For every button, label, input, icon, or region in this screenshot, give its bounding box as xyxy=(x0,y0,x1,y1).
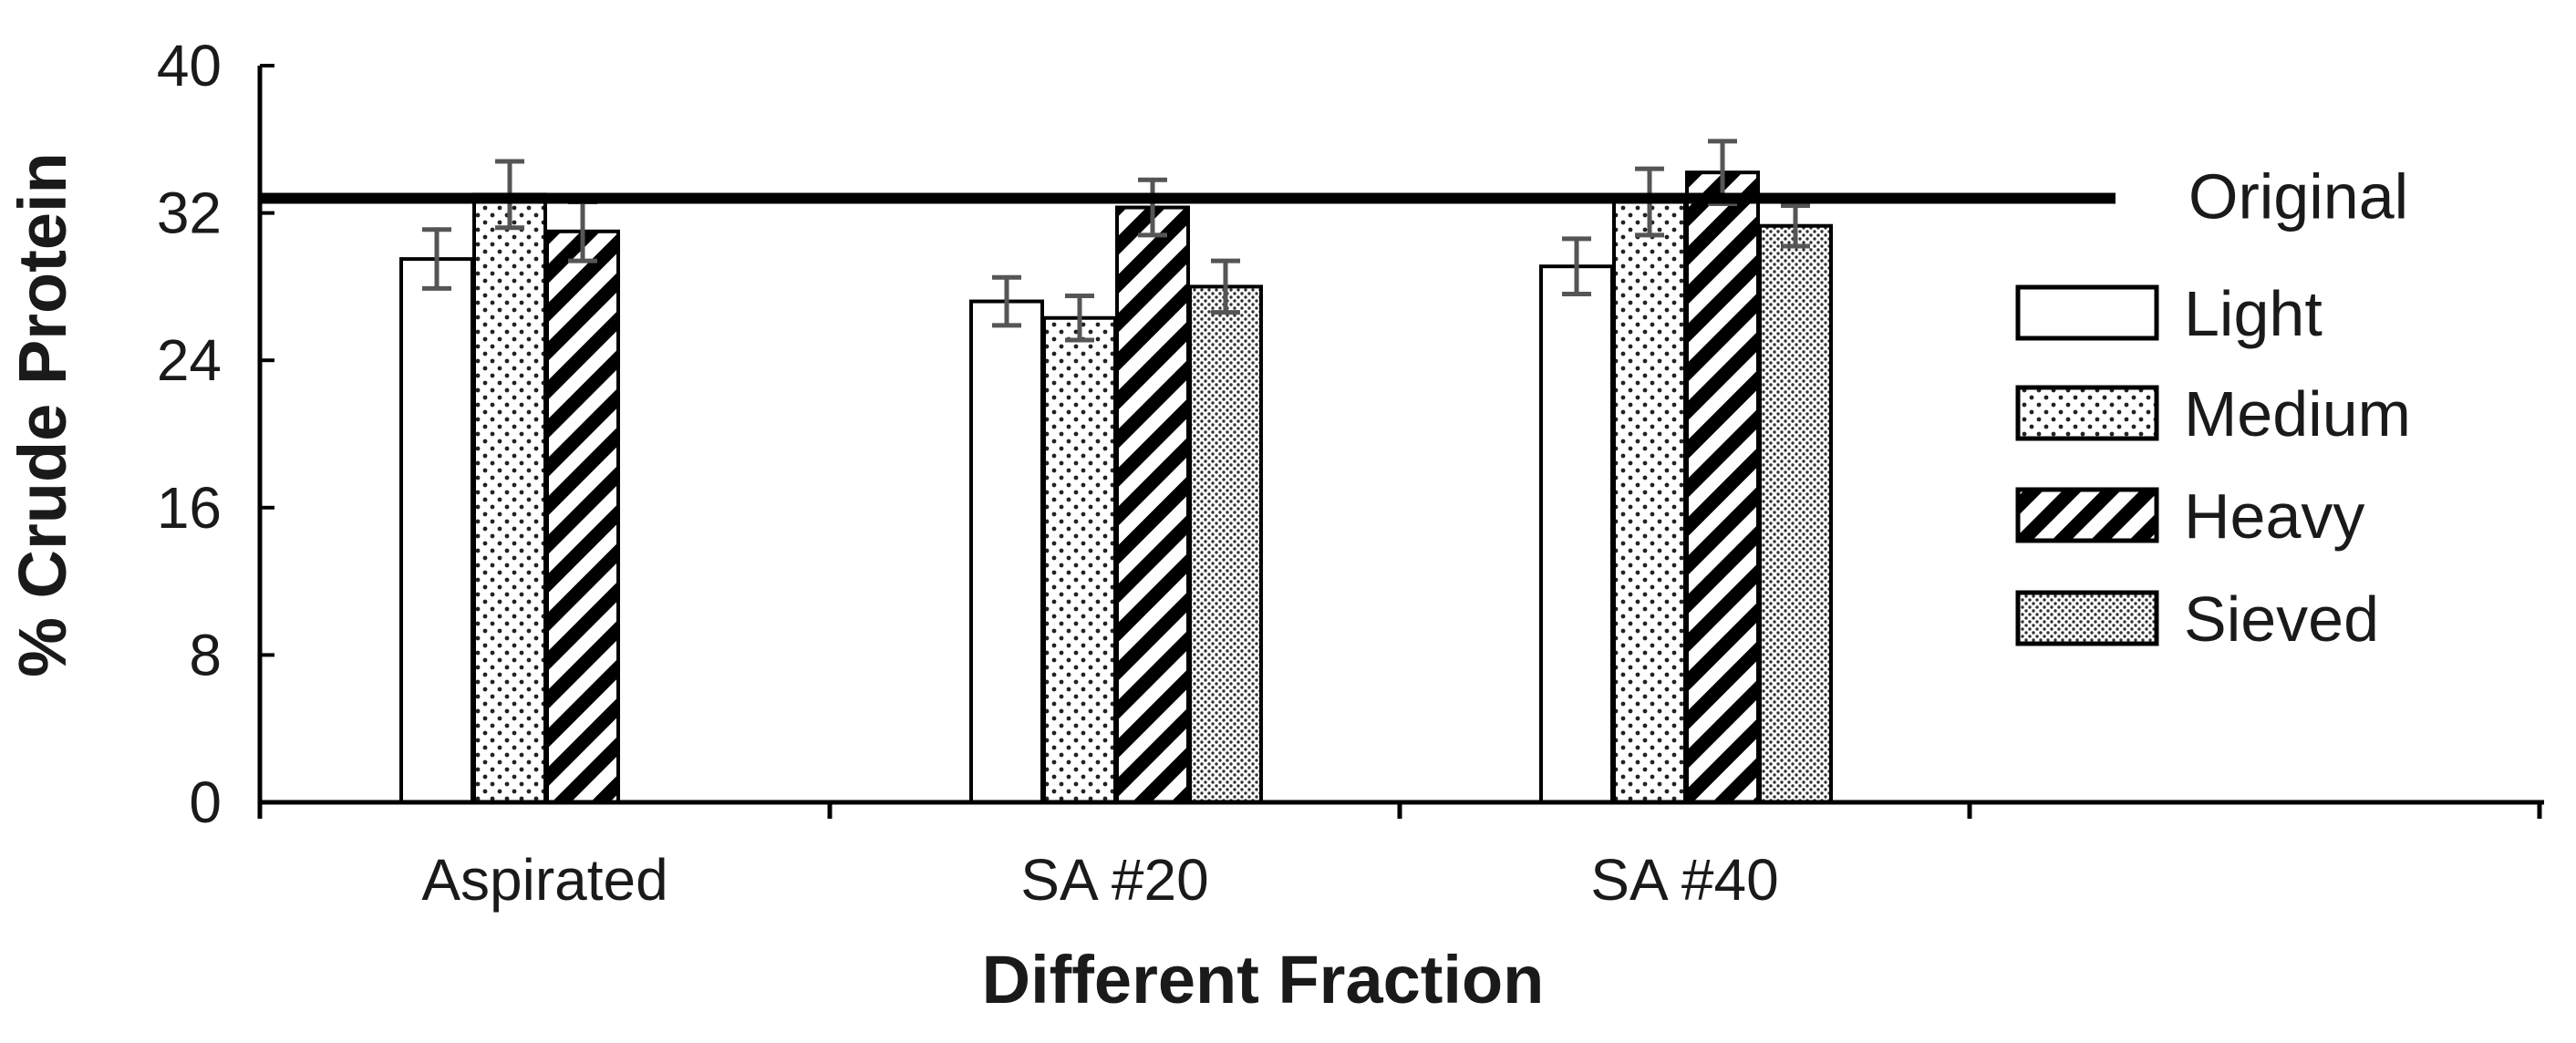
y-tick-label: 40 xyxy=(157,33,222,98)
plot-area: 0 8 16 24 32 40 Aspirated SA #20 SA #40 xyxy=(157,33,2544,913)
y-tick-label: 8 xyxy=(189,622,222,687)
y-tick-label: 32 xyxy=(157,181,222,246)
legend-label-sieved: Sieved xyxy=(2184,583,2379,655)
bar-medium xyxy=(472,192,547,804)
x-tick-label: SA #20 xyxy=(1020,847,1208,913)
x-tick-label: SA #40 xyxy=(1590,847,1778,913)
legend-swatch-light xyxy=(2015,284,2159,341)
bar-light xyxy=(399,257,474,805)
bar-light xyxy=(1539,264,1614,804)
bar-light xyxy=(969,299,1044,804)
legend-label-light: Light xyxy=(2184,278,2323,349)
bar-medium xyxy=(1612,200,1687,805)
legend-swatch-sieved xyxy=(2015,590,2159,646)
bar-heavy xyxy=(1685,170,1760,805)
legend-swatch-medium xyxy=(2015,385,2159,441)
bar-heavy xyxy=(1115,205,1190,805)
legend: Original Light Medium Heavy Sieved xyxy=(2015,160,2411,655)
legend-label-original: Original xyxy=(2188,160,2408,232)
bar-medium xyxy=(1042,315,1117,804)
y-axis-title: % Crude Protein xyxy=(5,152,80,677)
y-tick-label: 0 xyxy=(189,769,222,835)
x-axis-title: Different Fraction xyxy=(982,942,1545,1017)
bar-heavy xyxy=(545,229,620,805)
legend-swatch-heavy xyxy=(2015,487,2159,543)
legend-label-medium: Medium xyxy=(2184,378,2411,449)
x-tick-label: Aspirated xyxy=(421,847,667,913)
y-tick-label: 16 xyxy=(157,475,222,541)
y-tick-label: 24 xyxy=(157,327,222,393)
legend-label-heavy: Heavy xyxy=(2184,480,2364,552)
bar-sieved xyxy=(1188,284,1263,804)
bar-sieved xyxy=(1758,223,1833,805)
